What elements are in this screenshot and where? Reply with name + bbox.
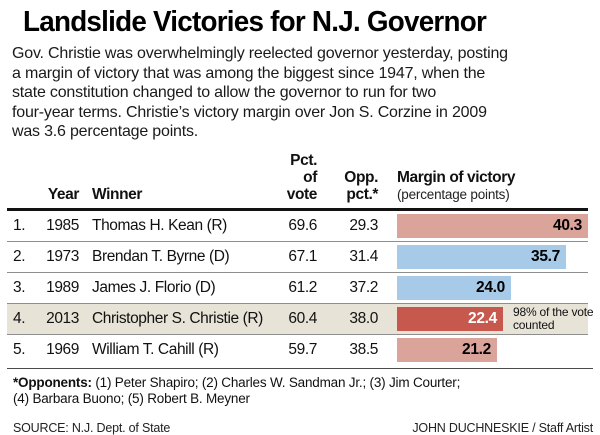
winner-cell: Thomas H. Kean (R) <box>92 216 227 234</box>
footnote-text: (1) Peter Shapiro; (2) Charles W. Sandma… <box>91 374 461 390</box>
margin-bar: 24.0 <box>397 275 511 300</box>
source-text: SOURCE: N.J. Dept. of State <box>13 420 171 435</box>
year-cell: 1989 <box>46 278 79 296</box>
table-row: 1. 1985 Thomas H. Kean (R) 69.6 29.3 40.… <box>7 211 588 242</box>
margin-cell: 40.3 <box>397 213 588 238</box>
margin-bar: 22.4 <box>397 306 503 331</box>
header-opp-line1: Opp. <box>344 168 378 186</box>
margin-bar: 35.7 <box>397 244 566 269</box>
rank-cell: 5. <box>13 340 26 358</box>
opp-pct-cell: 38.5 <box>349 340 378 358</box>
header-winner: Winner <box>92 185 142 203</box>
table-row: 5. 1969 William T. Cahill (R) 59.7 38.5 … <box>7 335 588 365</box>
intro-paragraph: Gov. Christie was overwhelmingly reelect… <box>12 44 588 142</box>
header-margin-of-victory: Margin of victory (percentage points) <box>397 169 588 203</box>
year-cell: 1969 <box>46 340 79 358</box>
pct-of-vote-cell: 59.7 <box>288 340 317 358</box>
opponents-footnote: *Opponents: (1) Peter Shapiro; (2) Charl… <box>13 375 588 408</box>
margin-cell: 35.7 <box>397 244 588 269</box>
credits-row: SOURCE: N.J. Dept. of State JOHN DUCHNES… <box>13 421 593 435</box>
header-opp-pct: Opp. pct.* <box>317 169 378 203</box>
infographic-root: Landslide Victories for N.J. Governor Go… <box>0 6 600 435</box>
vote-counted-note: 98% of the vote counted <box>513 304 594 332</box>
opp-pct-cell: 38.0 <box>349 309 378 327</box>
intro-line: Gov. Christie was overwhelmingly reelect… <box>12 45 508 62</box>
margin-bar: 21.2 <box>397 337 497 362</box>
table-header: Year Winner Pct. of vote Opp. pct.* Marg… <box>7 152 588 211</box>
header-pct-line1: Pct. of <box>290 151 317 186</box>
margin-bar: 40.3 <box>397 213 588 238</box>
table-row: 3. 1989 James J. Florio (D) 61.2 37.2 24… <box>7 273 588 304</box>
table-row-highlighted: 4. 2013 Christopher S. Christie (R) 60.4… <box>7 303 594 335</box>
margin-value: 35.7 <box>531 247 560 265</box>
rank-cell: 2. <box>13 247 26 265</box>
intro-line: was 3.6 percentage points. <box>12 123 199 140</box>
margin-cell: 24.0 <box>397 275 588 300</box>
intro-line: state constitution changed to allow the … <box>12 84 437 101</box>
header-year: Year <box>47 185 80 203</box>
footnote-label: *Opponents: <box>13 374 92 390</box>
rank-cell: 3. <box>13 278 26 296</box>
winner-cell: William T. Cahill (R) <box>92 340 219 358</box>
margin-value: 22.4 <box>468 309 497 327</box>
opp-pct-cell: 37.2 <box>349 278 378 296</box>
page-title: Landslide Victories for N.J. Governor <box>23 6 487 38</box>
winner-cell: Christopher S. Christie (R) <box>92 309 263 327</box>
pct-of-vote-cell: 69.6 <box>288 216 317 234</box>
rank-cell: 4. <box>13 309 26 327</box>
opp-pct-cell: 29.3 <box>349 216 378 234</box>
pct-of-vote-cell: 61.2 <box>288 278 317 296</box>
header-opp-line2: pct.* <box>346 185 378 203</box>
header-margin-line1: Margin of victory <box>397 168 516 186</box>
intro-line: a margin of victory that was among the b… <box>12 64 486 82</box>
year-cell: 1985 <box>46 216 79 234</box>
table-row: 2. 1973 Brendan T. Byrne (D) 67.1 31.4 3… <box>7 242 588 273</box>
opp-pct-cell: 31.4 <box>349 247 378 265</box>
margin-cell: 21.2 <box>397 337 588 362</box>
rank-cell: 1. <box>13 216 26 234</box>
footnote-divider <box>7 367 593 369</box>
footnote-line2: (4) Barbara Buono; (5) Robert B. Meyner <box>13 391 250 406</box>
margin-value: 21.2 <box>462 340 491 358</box>
intro-line: four-year terms. Christie’s victory marg… <box>12 103 487 121</box>
margin-value: 40.3 <box>553 216 582 234</box>
pct-of-vote-cell: 67.1 <box>288 247 317 265</box>
header-pct-line2: vote <box>286 185 318 203</box>
year-cell: 2013 <box>46 309 79 327</box>
margin-cell: 22.4 98% of the vote counted <box>397 304 599 332</box>
margin-value: 24.0 <box>476 278 505 296</box>
artist-credit: JOHN DUCHNESKIE / Staff Artist <box>412 420 593 435</box>
header-margin-line2: (percentage points) <box>397 186 510 202</box>
table-body: 1. 1985 Thomas H. Kean (R) 69.6 29.3 40.… <box>7 211 594 365</box>
year-cell: 1973 <box>46 247 79 265</box>
pct-of-vote-cell: 60.4 <box>288 309 317 327</box>
header-pct-of-vote: Pct. of vote <box>277 151 318 203</box>
winner-cell: Brendan T. Byrne (D) <box>92 247 230 265</box>
winner-cell: James J. Florio (D) <box>92 278 216 296</box>
